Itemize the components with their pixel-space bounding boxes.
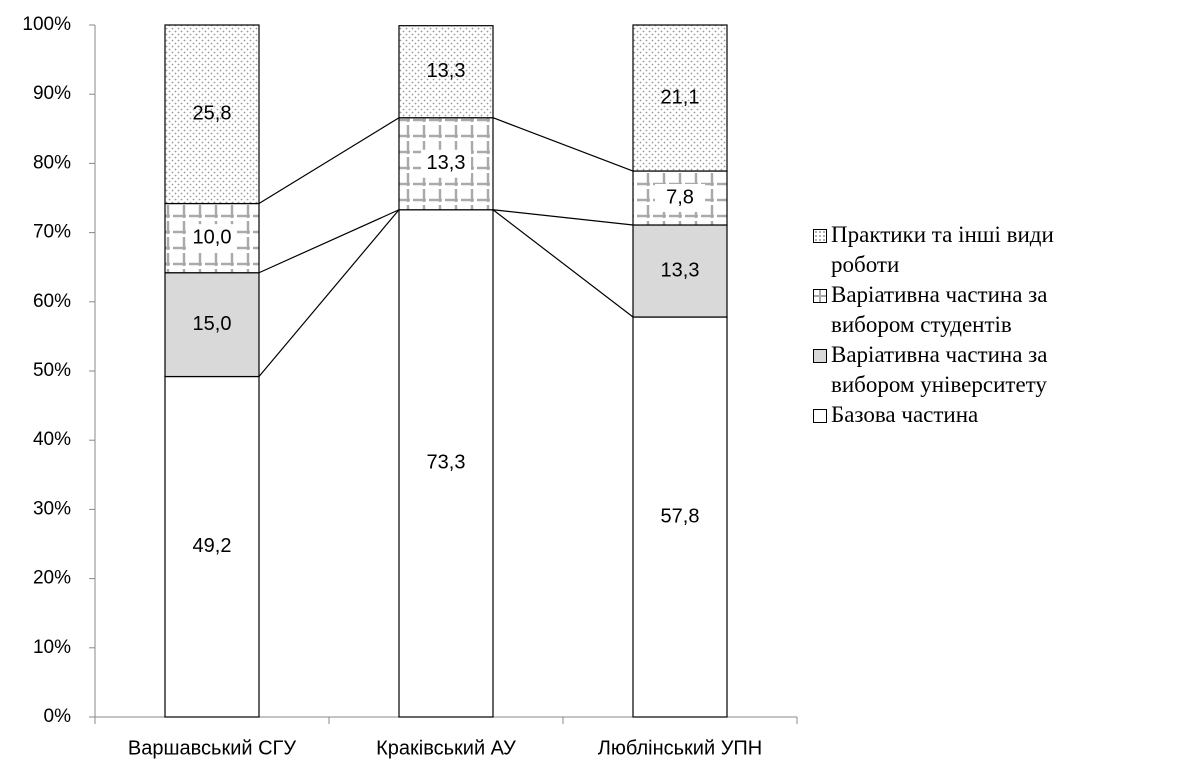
legend-swatch — [813, 349, 827, 363]
label-bg — [421, 149, 471, 178]
data-label: 73,3 — [427, 452, 466, 474]
x-tick-label: Варшавський СГУ — [128, 737, 296, 759]
bar-segment — [398, 209, 494, 718]
y-tick-label: 0% — [44, 706, 72, 727]
legend-label: Базова частина — [831, 402, 979, 427]
data-label: 49,2 — [193, 535, 232, 557]
y-tick-label: 70% — [33, 222, 71, 243]
legend-swatch — [813, 409, 827, 423]
y-tick-label: 10% — [33, 637, 71, 658]
data-label: 21,1 — [661, 86, 700, 108]
legend-swatch — [813, 289, 827, 303]
series-line — [258, 209, 400, 377]
x-tick-label: Краківський АУ — [376, 737, 516, 759]
legend-label: Варіативна частина за вибором університе… — [831, 342, 1048, 397]
data-label: 13,3 — [427, 60, 466, 82]
y-tick-label: 60% — [33, 291, 71, 312]
y-tick-label: 90% — [33, 83, 71, 104]
bar-segment — [632, 316, 728, 718]
bar-segment — [632, 224, 728, 318]
data-label: 13,3 — [661, 259, 700, 281]
data-label: 25,8 — [193, 103, 232, 125]
label-bg — [655, 184, 705, 212]
bar-segment — [632, 170, 728, 226]
y-tick-label: 100% — [22, 14, 71, 35]
series-line — [492, 117, 634, 172]
legend-item: Практики та інші види роботи — [813, 220, 1081, 280]
series-line — [258, 117, 400, 205]
bar-segment — [398, 25, 494, 119]
y-tick-label: 30% — [33, 498, 71, 519]
data-label: 57,8 — [661, 505, 700, 527]
y-tick-label: 80% — [33, 152, 71, 173]
data-label: 7,8 — [666, 186, 694, 208]
data-label: 10,0 — [193, 226, 232, 248]
x-tick-label: Люблінський УПН — [598, 737, 762, 759]
legend-label: Варіативна частина за вибором студентів — [831, 282, 1048, 337]
y-tick-label: 50% — [33, 360, 71, 381]
bar-segment — [164, 24, 260, 205]
legend-item: Базова частина — [813, 400, 1081, 430]
legend-swatch — [813, 229, 827, 243]
series-line — [492, 209, 634, 226]
y-tick-label: 40% — [33, 429, 71, 450]
y-tick-label: 20% — [33, 568, 71, 589]
data-label: 13,3 — [427, 152, 466, 174]
legend-label: Практики та інші види роботи — [831, 222, 1054, 277]
series-line — [258, 209, 400, 274]
legend-item: Варіативна частина за вибором студентів — [813, 280, 1081, 340]
legend: Практики та інші види роботи Варіативна ч… — [813, 220, 1081, 430]
legend-item: Варіативна частина за вибором університе… — [813, 340, 1081, 400]
label-bg — [187, 224, 237, 253]
series-line — [492, 209, 634, 318]
bar-segment — [164, 375, 260, 718]
data-label: 15,0 — [193, 313, 232, 335]
bar-segment — [632, 24, 728, 172]
